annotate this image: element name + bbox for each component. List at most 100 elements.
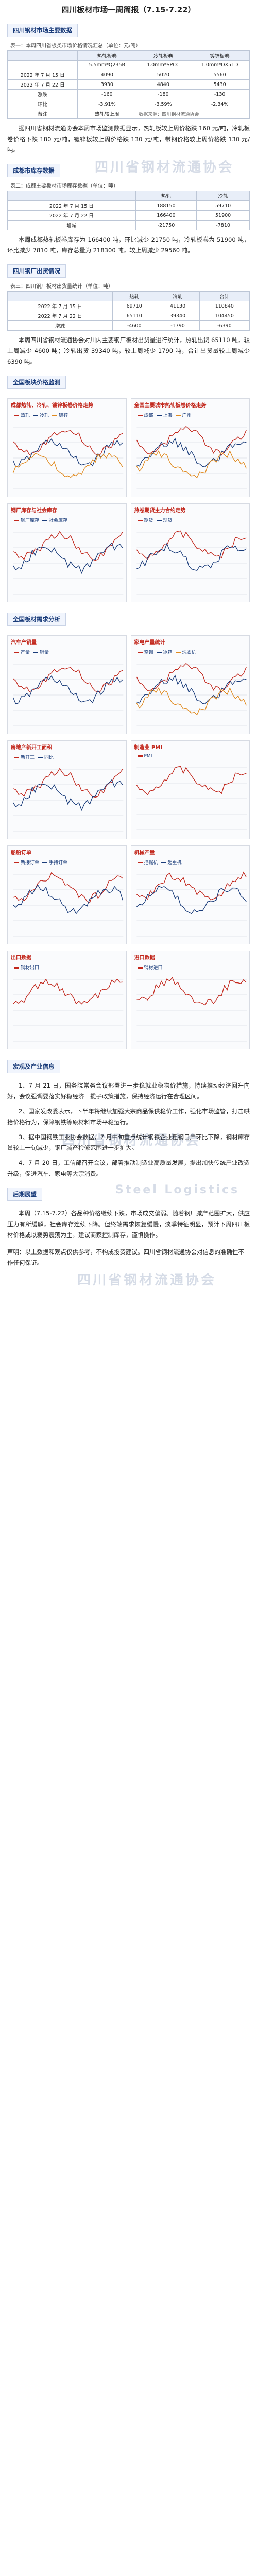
chart-title: 家电产量统计	[134, 640, 165, 646]
legend-swatch	[52, 415, 58, 416]
legend-label: 新接订单	[21, 860, 40, 866]
legend-label: 热轧	[21, 413, 30, 418]
chart-legend: 钢厂库存 社会库存	[8, 516, 126, 524]
table-cell: 5.5mm*Q235B	[77, 60, 137, 70]
chart-panel: 钢厂库存与社会库存 钢厂库存 社会库存	[7, 503, 127, 602]
chart-title: 成都热轧、冷轧、镀锌板卷价格走势	[11, 403, 93, 409]
table-cell: -1790	[156, 320, 200, 331]
legend-swatch	[14, 415, 19, 416]
table-cell: 2022 年 7 月 15 日	[7, 70, 78, 80]
series-line	[12, 438, 123, 468]
table-header-row: 热轧板卷 冷轧板卷 镀锌板卷	[7, 50, 250, 61]
series-line	[136, 437, 246, 467]
series-line	[136, 426, 247, 456]
table-row: 增减 -4600 -1790 -6390	[7, 320, 250, 331]
table-header-cell: 热轧	[135, 191, 197, 201]
legend-label: 冷轧	[40, 413, 49, 418]
chart-plot	[136, 977, 247, 1042]
series-line	[136, 450, 247, 478]
series-line	[12, 779, 123, 811]
legend-label: 挖掘机	[144, 860, 158, 866]
chart-legend: 钢材出口	[8, 963, 126, 972]
series-line	[12, 542, 123, 574]
page-title: 四川板材市场一周简报（7.15-7.22）	[61, 5, 196, 14]
legend-swatch	[42, 520, 48, 521]
legend-label: 销量	[40, 650, 49, 655]
table-cell: 65110	[112, 311, 157, 321]
paragraph: 据四川省钢材流通协会本周市场监测数据显示，热轧板较上周价格跌 160 元/吨，冷…	[7, 125, 250, 154]
chart-row: 成都热轧、冷轧、镀锌板卷价格走势 热轧 冷轧 镀锌 全国主要城市热轧板卷价格走势 成都 上海…	[7, 395, 250, 500]
table-row: 2022 年 7 月 15 日 69710 41130 110840	[7, 301, 250, 311]
series-line	[12, 675, 123, 705]
table-row: 增减 -21750 -7810	[7, 220, 250, 230]
section-heading: 四川钢厂出货情况	[7, 264, 66, 278]
table-header-cell: 镀锌板卷	[190, 50, 250, 61]
chart-panel: 进口数据 钢材进口	[130, 951, 250, 1049]
chart-title: 制造业 PMI	[134, 745, 162, 751]
section-heading: 全国板材需求分析	[7, 613, 66, 626]
table-cell: 3930	[77, 79, 137, 90]
series-line	[136, 687, 247, 715]
chart-panel: 汽车产销量 产量 销量	[7, 635, 127, 734]
legend-swatch	[137, 967, 143, 969]
table-cell: 4090	[77, 70, 137, 80]
table-row: 2022 年 7 月 22 日 65110 39340 104450	[7, 311, 250, 321]
series-line	[136, 663, 247, 693]
legend-label: 钢材出口	[21, 965, 40, 971]
chart-legend: 期货 现货	[131, 516, 250, 524]
chart-row: 船舶订单 新接订单 手持订单 机械产量 挖掘机 起重机	[7, 842, 250, 947]
legend-swatch	[137, 415, 143, 416]
table-cell: -7810	[196, 220, 250, 230]
chart-plot	[12, 872, 124, 937]
table-header-cell: 热轧板卷	[77, 50, 137, 61]
chart-legend: 新接订单 手持订单	[8, 858, 126, 867]
section-market-data: 四川钢材市场主要数据 表一：本周四川省板类市场价格情况汇总（单位：元/吨） 热轧…	[7, 20, 250, 119]
table-header-cell	[7, 50, 78, 61]
table-row: 2022 年 7 月 15 日 4090 5020 5560	[7, 70, 250, 80]
legend-label: 起重机	[167, 860, 182, 866]
table-row: 5.5mm*Q235B 1.0mm*SPCC 1.0mm*DX51D	[7, 60, 250, 70]
series-line	[136, 674, 246, 704]
legend-label: 新开工	[21, 755, 35, 760]
chart-legend: 挖掘机 起重机	[131, 858, 250, 867]
table-header-cell: 冷轧板卷	[136, 50, 191, 61]
legend-label: 镀锌	[59, 413, 68, 418]
chart-legend: PMI	[131, 753, 250, 760]
chart-legend: 空调 冰箱 洗衣机	[131, 648, 250, 656]
table-cell: 110840	[199, 301, 250, 311]
chart-panel: 制造业 PMI PMI	[130, 740, 250, 839]
table-caption: 表三：四川钢厂板材出货量统计（单位：吨）	[10, 284, 113, 290]
table-cell: 188150	[135, 200, 197, 211]
legend-label: 钢厂库存	[21, 518, 40, 523]
chart-plot	[136, 426, 247, 489]
table-cell: 热轧较上周	[77, 109, 137, 119]
legend-label: PMI	[144, 754, 152, 759]
series-line	[12, 452, 123, 478]
chart-plot	[136, 663, 247, 726]
legend-swatch	[137, 520, 143, 521]
price-table: 热轧板卷 冷轧板卷 镀锌板卷 5.5mm*Q235B 1.0mm*SPCC 1.…	[7, 50, 250, 119]
series-line	[136, 543, 247, 571]
paragraph: 本周（7.15-7.22）各品种价格继续下跌，市场成交偏弱。随着钢厂减产范围扩大…	[7, 1210, 250, 1239]
table-row: 2022 年 7 月 22 日 166400 51900	[7, 210, 250, 221]
chart-panel: 成都热轧、冷轧、镀锌板卷价格走势热轧 冷轧 镀锌	[7, 398, 127, 497]
table-caption: 表二：成都主要板材市场库存数据（单位：吨）	[10, 183, 118, 189]
list-item: 2、国家发改委表示，下半年将继续加强大宗商品保供稳价工作，强化市场监管，打击哄抬…	[7, 1108, 250, 1126]
series-line	[13, 531, 123, 561]
chart-title: 汽车产销量	[11, 640, 37, 646]
table-row: 备注 热轧较上周 数据来源：四川钢材流通协会	[7, 109, 250, 119]
inventory-table: 热轧 冷轧 2022 年 7 月 15 日 188150 59710 2022 …	[7, 191, 250, 230]
table-cell: 39340	[156, 311, 200, 321]
chart-title: 房地产新开工面积	[11, 745, 52, 751]
legend-swatch	[156, 652, 162, 653]
table-caption: 表一：本周四川省板类市场价格情况汇总（单位：元/吨）	[10, 43, 141, 49]
table-cell: 1.0mm*DX51D	[190, 60, 250, 70]
table-cell: 4840	[136, 79, 191, 90]
legend-swatch	[33, 652, 39, 653]
table-cell: 2022 年 7 月 22 日	[7, 210, 136, 221]
series-line	[136, 885, 247, 914]
table-header-cell	[7, 291, 113, 301]
legend-label: 空调	[144, 650, 153, 655]
chart-plot	[12, 664, 124, 726]
